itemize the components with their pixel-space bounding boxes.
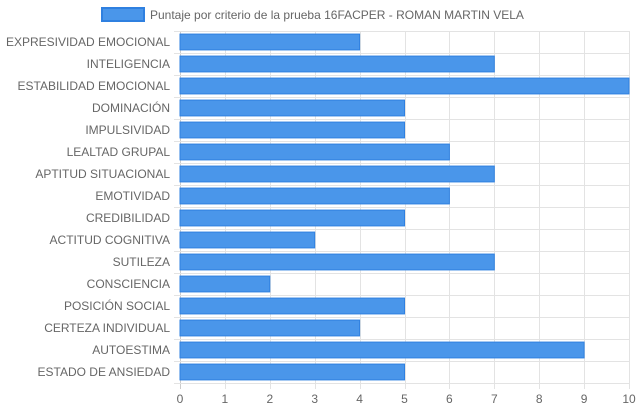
category-labels: EXPRESIVIDAD EMOCIONAL INTELIGENCIA ESTABI… [6, 35, 170, 379]
bars [179, 33, 630, 381]
category-label: ESTADO DE ANSIEDAD [38, 365, 171, 379]
bar[interactable] [179, 319, 361, 337]
bar[interactable] [179, 143, 450, 161]
legend-label: Puntaje por criterio de la prueba 16FACP… [150, 8, 524, 22]
category-label: DOMINACIÓN [92, 100, 170, 115]
bar[interactable] [179, 231, 316, 249]
x-tick-label: 7 [491, 392, 498, 406]
category-label: CONSCIENCIA [87, 277, 170, 291]
bar[interactable] [179, 165, 495, 183]
x-tick-label: 10 [622, 392, 636, 406]
category-label: CREDIBILIDAD [86, 211, 170, 225]
bar[interactable] [179, 55, 495, 73]
bar[interactable] [179, 187, 450, 205]
legend-swatch [101, 7, 145, 22]
x-tick-label: 1 [222, 392, 229, 406]
bar[interactable] [179, 363, 405, 381]
bar[interactable] [179, 253, 495, 271]
category-label: CERTEZA INDIVIDUAL [44, 321, 170, 335]
category-label: INTELIGENCIA [87, 57, 170, 71]
x-tick-label: 8 [536, 392, 543, 406]
bar[interactable] [179, 99, 405, 117]
category-label: POSICIÓN SOCIAL [64, 298, 170, 313]
bar[interactable] [179, 341, 585, 359]
category-label: EMOTIVIDAD [95, 189, 170, 203]
category-label: ACTITUD COGNITIVA [50, 233, 170, 247]
x-tick-label: 4 [356, 392, 363, 406]
x-tick-label: 3 [311, 392, 318, 406]
legend[interactable]: Puntaje por criterio de la prueba 16FACP… [101, 7, 524, 22]
bar[interactable] [179, 297, 405, 315]
category-label: APTITUD SITUACIONAL [35, 167, 170, 181]
bar[interactable] [179, 209, 405, 227]
x-tick-labels: 0 1 2 3 4 5 6 7 8 9 10 [177, 392, 636, 406]
bar[interactable] [179, 77, 630, 95]
bar[interactable] [179, 33, 361, 51]
x-tick-label: 6 [446, 392, 453, 406]
category-label: LEALTAD GRUPAL [67, 145, 171, 159]
category-label: ESTABILIDAD EMOCIONAL [18, 79, 171, 93]
category-label: AUTOESTIMA [92, 343, 170, 357]
category-label: SUTILEZA [113, 255, 170, 269]
x-tick-label: 5 [401, 392, 408, 406]
category-label: EXPRESIVIDAD EMOCIONAL [6, 35, 170, 49]
category-label: IMPULSIVIDAD [85, 123, 170, 137]
bar[interactable] [179, 275, 271, 293]
x-tick-label: 2 [266, 392, 273, 406]
bar[interactable] [179, 121, 405, 139]
x-tick-label: 0 [177, 392, 184, 406]
x-tick-label: 9 [581, 392, 588, 406]
